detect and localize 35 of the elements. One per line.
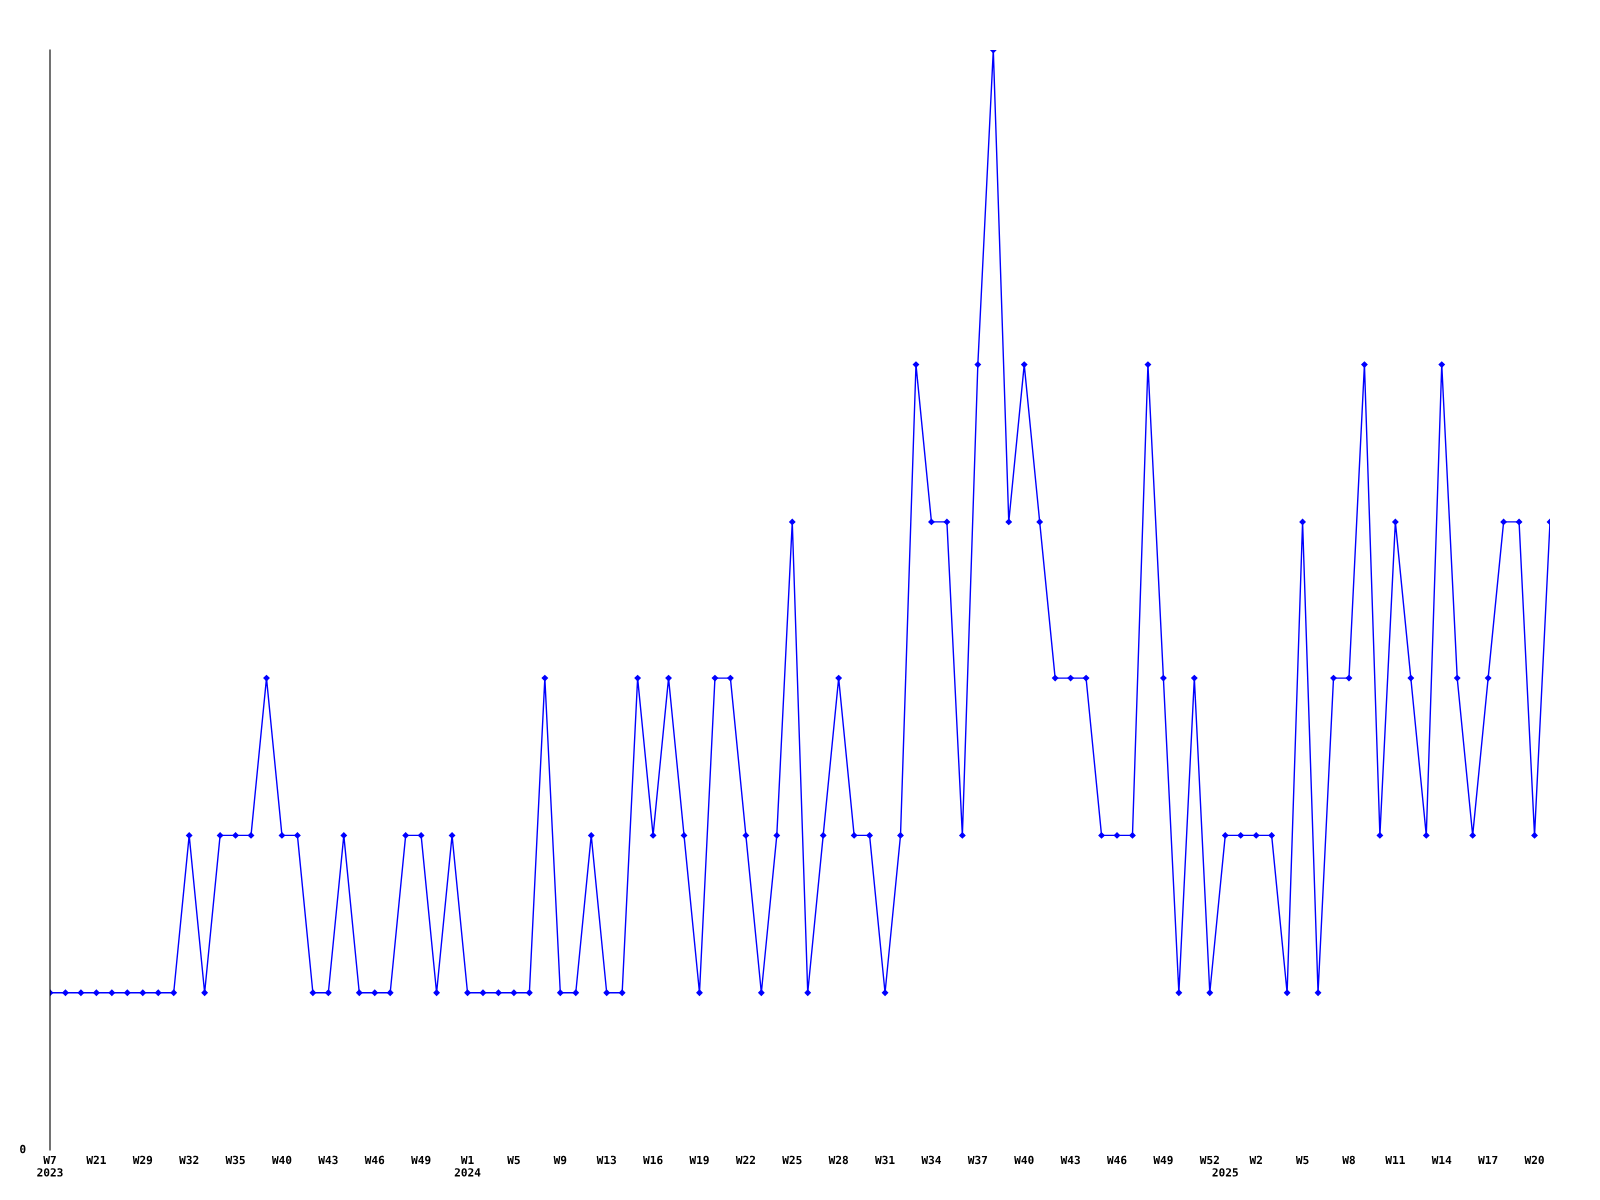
x-tick-label: W49 [411, 1155, 431, 1165]
text: 0 [20, 1144, 26, 1154]
x-tick-label: W5 [1295, 1155, 1309, 1165]
x-tick-label: W40 [1014, 1155, 1034, 1165]
x-tick-label: W35 [225, 1155, 245, 1165]
x-tick-label: W28 [828, 1155, 848, 1165]
x-tick-label: W5 [507, 1155, 520, 1165]
x-tick-label: W43 [318, 1155, 338, 1165]
x-tick-label: W52 [1199, 1155, 1219, 1165]
x-tick-label: W8 [1342, 1155, 1355, 1165]
x-tick-label: W14 [1431, 1155, 1452, 1164]
x-tick-label: 2025 [1212, 1168, 1238, 1177]
x-tick-label: W31 [875, 1155, 895, 1165]
x-tick-label: W9 [553, 1155, 567, 1165]
x-tick-label: W37 [967, 1155, 988, 1165]
x-tick-label: W21 [86, 1155, 106, 1164]
x-tick-label: W29 [132, 1155, 153, 1165]
x-tick-label: W25 [782, 1155, 802, 1165]
x-tick-label: W17 [1478, 1155, 1498, 1164]
x-tick-label: W11 [1385, 1155, 1405, 1164]
x-tick-label: W22 [735, 1155, 755, 1164]
x-tick-label: W13 [596, 1155, 617, 1165]
x-tick-label: W46 [1106, 1155, 1127, 1165]
x-tick-label: W20 [1524, 1155, 1544, 1165]
x-tick-label: W43 [1060, 1155, 1080, 1165]
x-tick-label: W2 [1249, 1155, 1262, 1164]
x-tick-label: W34 [921, 1155, 941, 1165]
x-tick-label: W40 [271, 1155, 292, 1165]
x-tick-label: W16 [643, 1155, 663, 1165]
x-tick-label: W7 2023 [37, 1155, 63, 1177]
x-tick-label: W19 [689, 1155, 709, 1165]
x-tick-label: W49 [1153, 1155, 1173, 1165]
x-tick-label: W1 2024 [454, 1155, 481, 1177]
x-tick-label: W32 [179, 1155, 199, 1165]
x-tick-label: W46 [364, 1155, 385, 1165]
